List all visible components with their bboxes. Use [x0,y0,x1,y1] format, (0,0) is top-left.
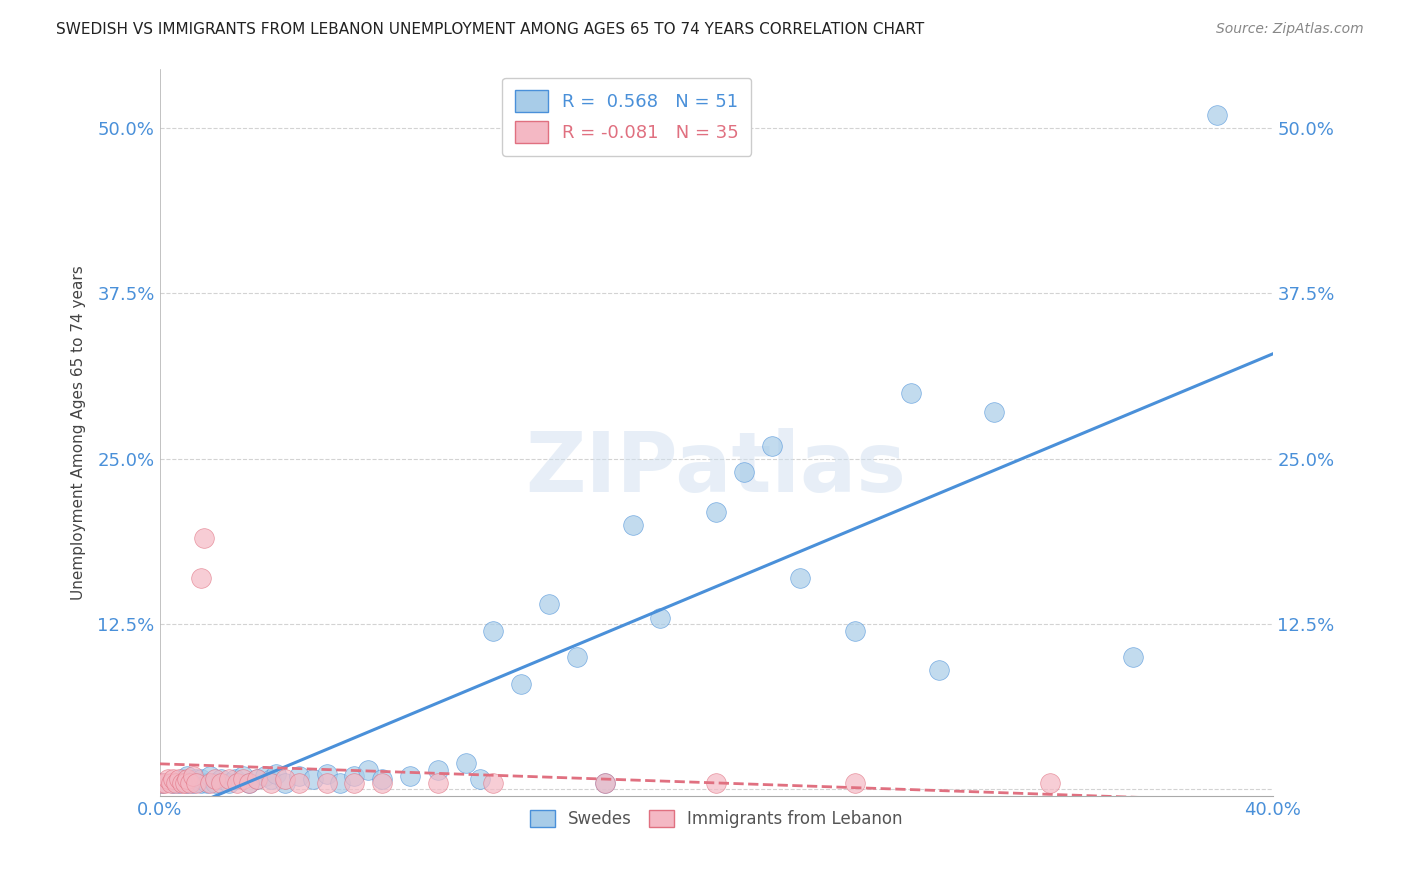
Point [565,650,588,665]
Point [153,776,176,790]
Point [232,772,254,786]
Point [789,571,811,585]
Point [254,769,277,783]
Point [209,776,232,790]
Point [650,610,672,624]
Point [844,624,866,638]
Point [190,772,212,786]
Point [198,769,221,783]
Point [274,776,297,790]
Point [287,776,309,790]
Point [1122,650,1144,665]
Text: SWEDISH VS IMMIGRANTS FROM LEBANON UNEMPLOYMENT AMONG AGES 65 TO 74 YEARS CORREL: SWEDISH VS IMMIGRANTS FROM LEBANON UNEMP… [56,22,925,37]
Point [621,517,644,532]
Point [195,776,218,790]
Point [165,776,187,790]
Point [162,776,184,790]
Point [315,776,337,790]
Point [218,776,240,790]
Point [190,571,212,585]
Point [928,664,950,678]
Point [150,776,173,790]
Point [232,769,254,783]
Point [170,776,193,790]
Point [204,776,226,790]
Point [1205,108,1227,122]
Point [593,776,616,790]
Point [246,772,269,786]
Point [159,776,181,790]
Point [238,776,260,790]
Point [184,772,207,786]
Point [266,766,288,780]
Point [1039,776,1062,790]
Point [510,676,533,690]
Point [482,624,505,638]
Point [162,772,184,786]
Point [343,769,366,783]
Point [167,776,190,790]
Point [343,776,366,790]
Point [204,772,226,786]
Point [226,776,249,790]
Point [176,769,198,783]
Point [426,763,449,777]
Point [301,772,323,786]
Point [238,776,260,790]
Point [218,772,240,786]
Point [357,763,380,777]
Point [900,385,922,400]
Point [260,772,283,786]
Point [181,776,204,790]
Point [593,776,616,790]
Point [761,438,783,452]
Point [184,776,207,790]
Point [426,776,449,790]
Point [167,772,190,786]
Point [733,465,755,479]
Point [173,776,195,790]
Point [198,776,221,790]
Point [176,776,198,790]
Point [538,597,561,611]
Text: ZIPatlas: ZIPatlas [526,428,907,509]
Y-axis label: Unemployment Among Ages 65 to 74 years: Unemployment Among Ages 65 to 74 years [72,265,86,599]
Point [193,531,215,545]
Point [156,772,179,786]
Point [844,776,866,790]
Legend: Swedes, Immigrants from Lebanon: Swedes, Immigrants from Lebanon [523,804,910,835]
Point [274,772,297,786]
Point [176,772,198,786]
Point [181,769,204,783]
Point [704,505,727,519]
Point [704,776,727,790]
Point [482,776,505,790]
Point [315,766,337,780]
Point [468,772,491,786]
Point [190,776,212,790]
Point [246,772,269,786]
Text: Source: ZipAtlas.com: Source: ZipAtlas.com [1216,22,1364,37]
Point [209,772,232,786]
Point [983,405,1005,419]
Point [371,772,394,786]
Point [287,769,309,783]
Point [179,776,201,790]
Point [329,776,352,790]
Point [170,772,193,786]
Point [150,776,173,790]
Point [224,772,246,786]
Point [454,756,477,770]
Point [371,776,394,790]
Point [399,769,422,783]
Point [260,776,283,790]
